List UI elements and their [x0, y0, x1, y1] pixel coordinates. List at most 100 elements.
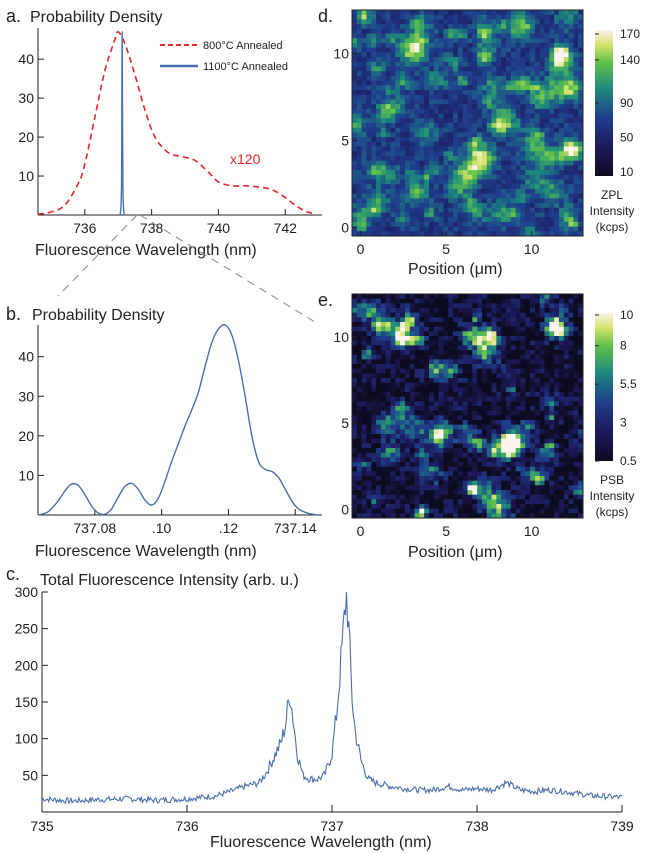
heatmap-cell	[385, 415, 391, 421]
heatmap-cell	[544, 170, 550, 176]
heatmap-cell	[380, 75, 387, 82]
heatmap-cell	[462, 438, 468, 444]
heatmap-cell	[424, 438, 430, 444]
heatmap-cell	[549, 429, 555, 435]
heatmap-cell	[457, 104, 464, 110]
heatmap-cell	[395, 513, 401, 519]
heatmap-cell	[544, 424, 550, 430]
heatmap-cell	[520, 448, 526, 454]
heatmap-cell	[385, 420, 391, 426]
panel-d-colorbar	[595, 30, 613, 176]
heatmap-cell	[443, 308, 449, 314]
heatmap-cell	[501, 38, 507, 44]
heatmap-cell	[530, 387, 536, 393]
heatmap-cell	[544, 188, 550, 195]
heatmap-cell	[390, 312, 396, 318]
heatmap-cell	[371, 373, 377, 379]
heatmap-cell	[520, 429, 526, 435]
heatmap-cell	[385, 221, 391, 227]
heatmap-cell	[366, 392, 372, 398]
heatmap-cell	[419, 94, 425, 100]
heatmap-cell	[443, 19, 449, 25]
heatmap-cell	[443, 146, 449, 152]
heatmap-cell	[380, 57, 387, 63]
heatmap-cell	[424, 226, 430, 232]
heatmap-cell	[352, 165, 358, 171]
heatmap-cell	[563, 476, 569, 482]
heatmap-cell	[544, 123, 550, 129]
heatmap-cell	[544, 203, 550, 209]
heatmap-cell	[530, 85, 536, 91]
heatmap-cell	[438, 424, 444, 430]
heatmap-cell	[356, 312, 363, 318]
heatmap-cell	[356, 378, 363, 384]
heatmap-cell	[376, 466, 382, 472]
heatmap-cell	[573, 146, 579, 152]
heatmap-cell	[462, 221, 468, 227]
heatmap-cell	[578, 457, 584, 463]
heatmap-cell	[539, 155, 545, 162]
heatmap-cell	[506, 345, 512, 351]
heatmap-cell	[578, 350, 584, 356]
heatmap-cell	[467, 61, 473, 67]
heatmap-cell	[448, 424, 454, 430]
heatmap-cell	[544, 331, 550, 337]
heatmap-cell	[385, 203, 391, 209]
heatmap-cell	[395, 420, 401, 426]
heatmap-cell	[496, 113, 502, 119]
heatmap-cell	[472, 457, 478, 463]
heatmap-cell	[510, 303, 517, 309]
heatmap-cell	[371, 207, 377, 213]
heatmap-cell	[477, 476, 483, 482]
heatmap-cell	[558, 118, 565, 124]
heatmap-cell	[558, 322, 565, 328]
heatmap-cell	[530, 132, 536, 138]
heatmap-cell	[496, 401, 502, 407]
heatmap-cell	[419, 448, 425, 454]
heatmap-cell	[371, 118, 377, 124]
heatmap-cell	[376, 438, 382, 444]
heatmap-cell	[578, 90, 584, 96]
heatmap-cell	[515, 10, 521, 16]
heatmap-cell	[520, 298, 526, 304]
heatmap-cell	[414, 137, 420, 143]
heatmap-cell	[409, 359, 415, 365]
heatmap-cell	[486, 66, 492, 72]
heatmap-cell	[380, 118, 387, 124]
heatmap-cell	[409, 174, 415, 180]
panel-c: c. Total Fluorescence Intensity (arb. u.…	[6, 564, 634, 851]
heatmap-cell	[563, 326, 569, 332]
heatmap-cell	[395, 490, 401, 496]
heatmap-cell	[409, 155, 415, 162]
heatmap-cell	[376, 443, 382, 449]
heatmap-cell	[414, 340, 420, 346]
heatmap-cell	[467, 118, 473, 124]
heatmap-cell	[573, 132, 579, 138]
heatmap-cell	[506, 452, 512, 458]
heatmap-cell	[477, 434, 483, 440]
heatmap-cell	[544, 52, 550, 58]
heatmap-cell	[438, 438, 444, 444]
heatmap-cell	[501, 160, 507, 166]
heatmap-cell	[419, 14, 425, 20]
heatmap-cell	[462, 90, 468, 96]
heatmap-cell	[525, 174, 531, 180]
heatmap-cell	[457, 317, 464, 323]
heatmap-cell	[568, 19, 574, 25]
heatmap-cell	[438, 108, 444, 114]
heatmap-cell	[554, 198, 560, 204]
heatmap-cell	[376, 378, 382, 384]
heatmap-cell	[438, 179, 444, 185]
heatmap-cell	[554, 24, 560, 30]
heatmap-cell	[390, 308, 396, 314]
heatmap-cell	[530, 212, 536, 218]
heatmap-cell	[462, 434, 468, 440]
heatmap-cell	[472, 382, 478, 388]
heatmap-cell	[486, 452, 492, 458]
heatmap-cell	[525, 113, 531, 119]
heatmap-cell	[544, 504, 550, 510]
heatmap-cell	[409, 308, 415, 314]
heatmap-cell	[506, 359, 512, 365]
heatmap-cell	[573, 462, 579, 468]
heatmap-cell	[496, 198, 502, 204]
